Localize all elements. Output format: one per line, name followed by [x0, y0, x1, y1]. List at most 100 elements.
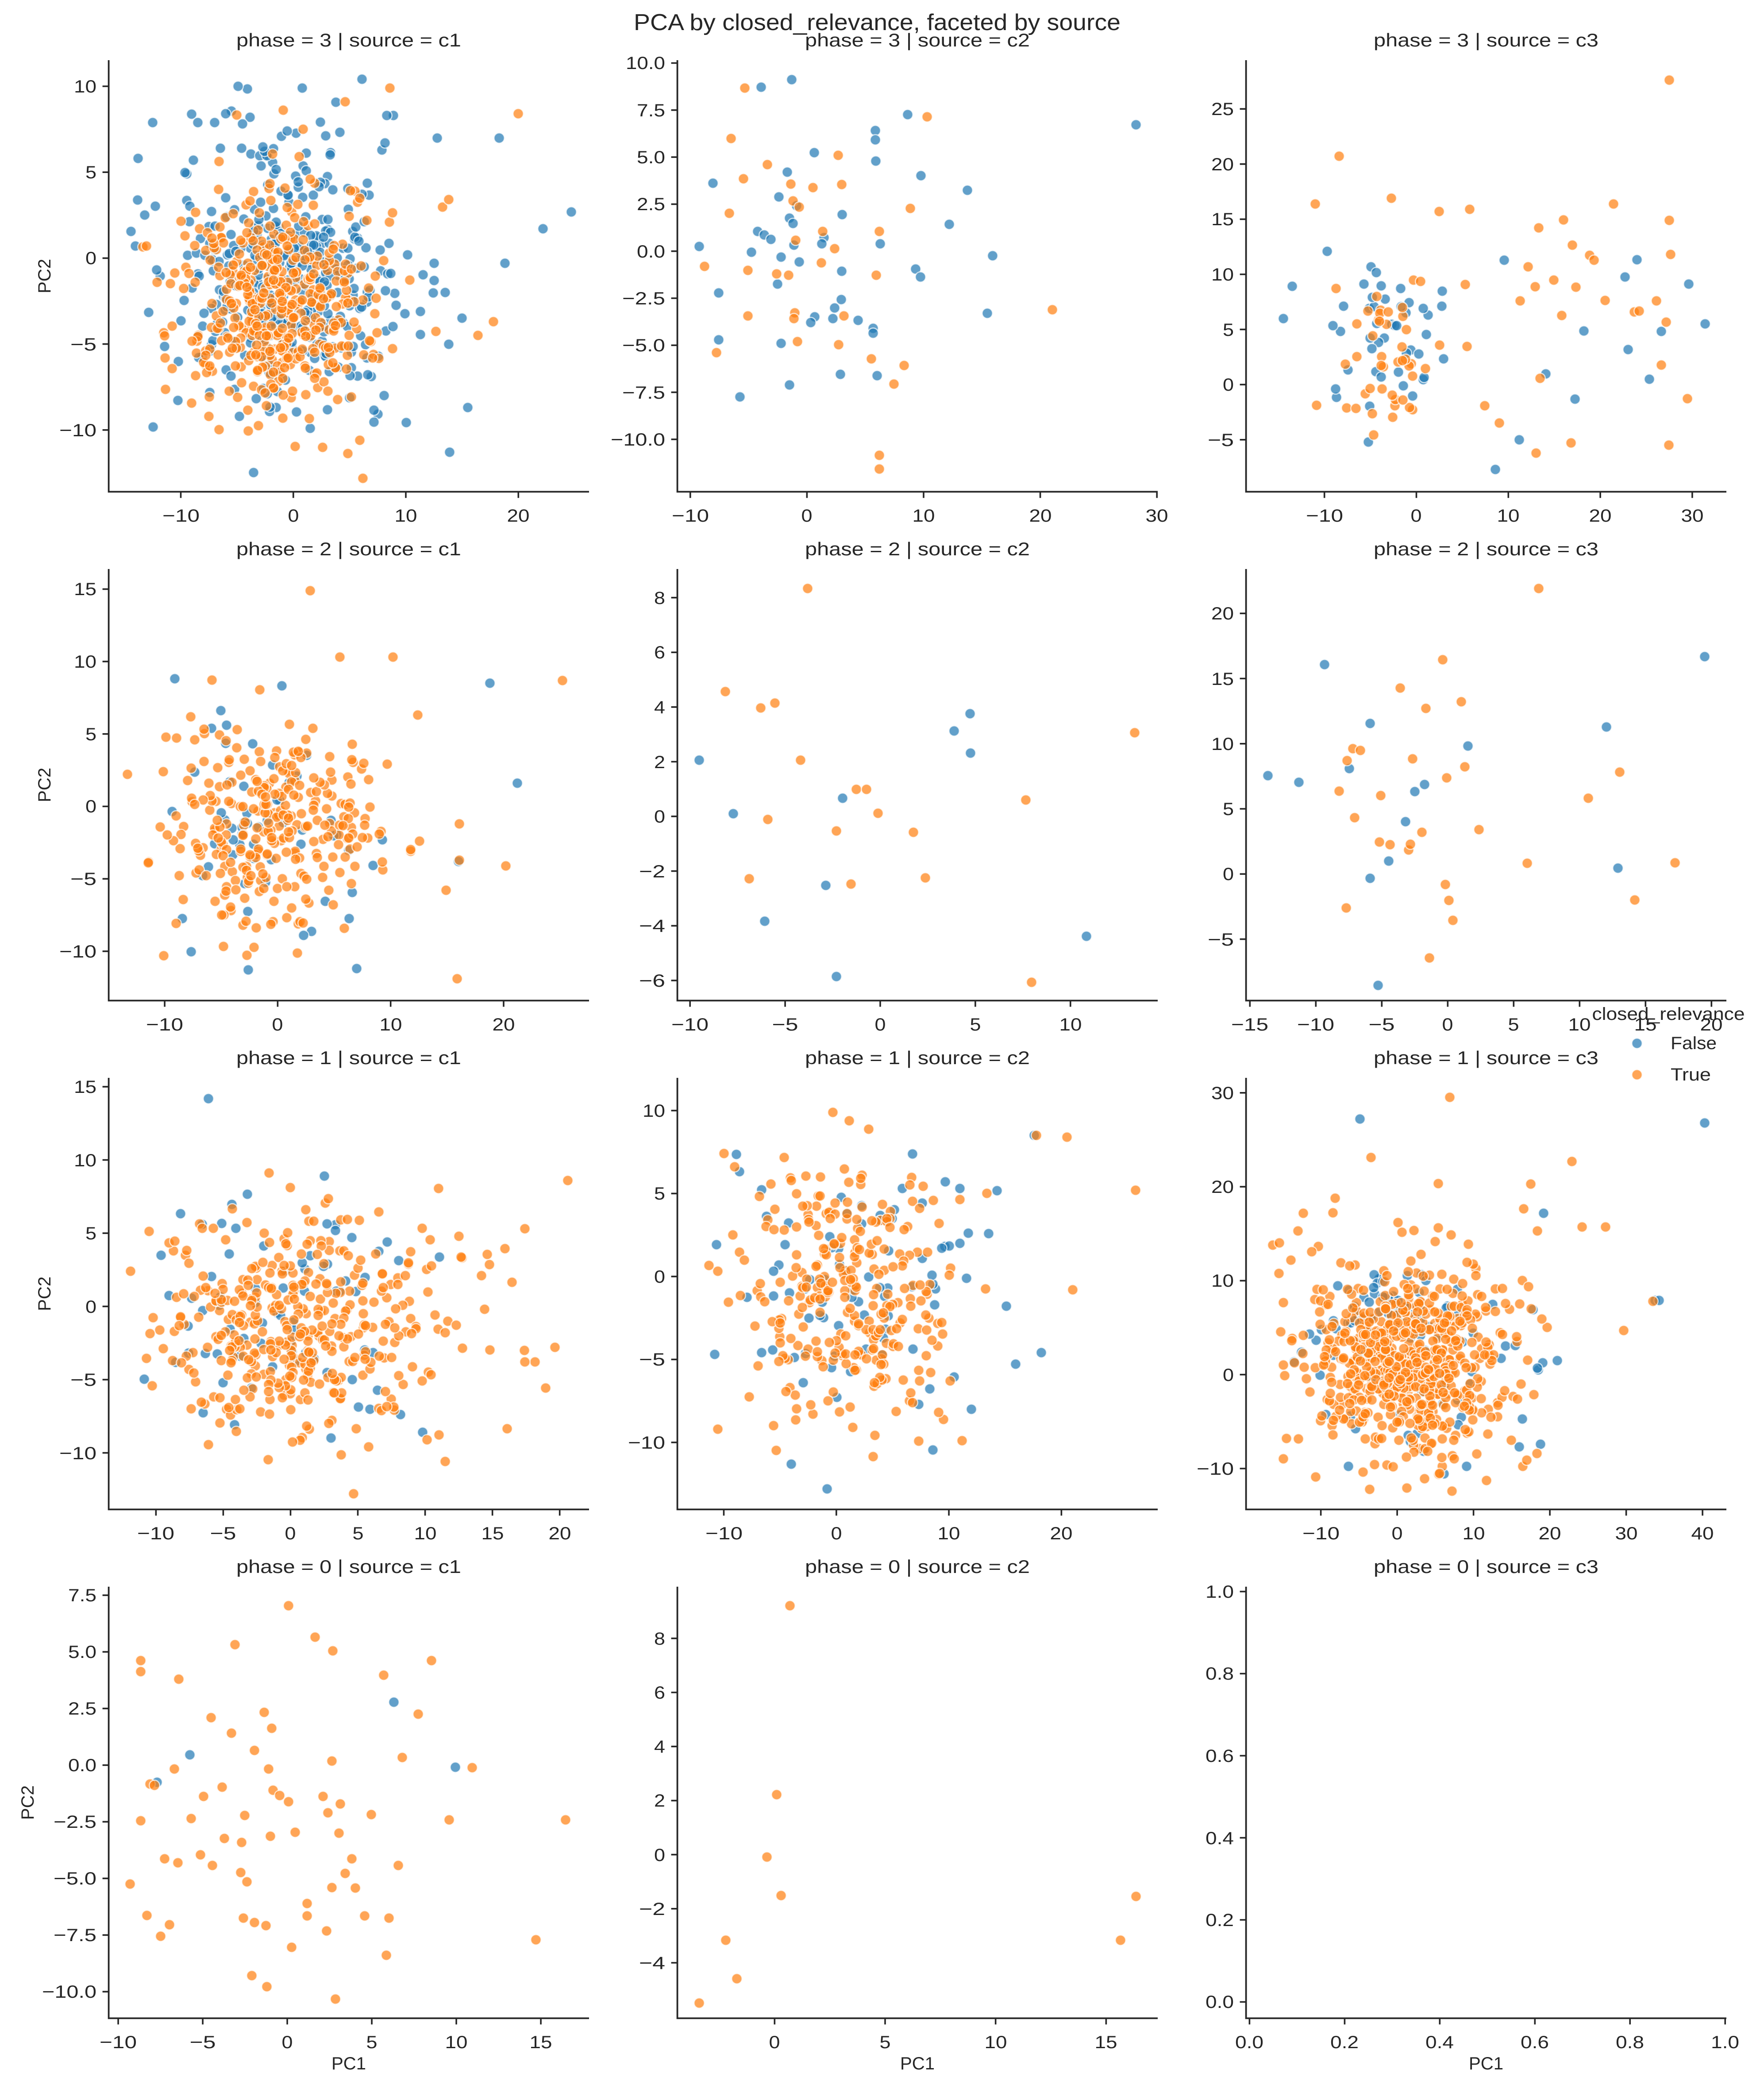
svg-text:15: 15: [481, 1524, 504, 1543]
svg-text:PCA by closed_relevance, facet: PCA by closed_relevance, faceted by sour…: [634, 10, 1121, 35]
svg-text:15: 15: [530, 2033, 552, 2052]
svg-text:−2: −2: [639, 862, 665, 881]
svg-text:15: 15: [1211, 210, 1234, 229]
svg-text:phase = 3 | source = c3: phase = 3 | source = c3: [1374, 30, 1598, 50]
svg-text:−5: −5: [1369, 1015, 1395, 1034]
svg-text:2.5: 2.5: [68, 1699, 96, 1719]
svg-text:−10: −10: [59, 942, 96, 961]
svg-text:2: 2: [654, 753, 665, 772]
svg-text:20: 20: [1029, 506, 1052, 526]
svg-text:−2: −2: [639, 1900, 665, 1919]
svg-text:−10: −10: [59, 421, 96, 440]
svg-text:−5: −5: [190, 2033, 216, 2052]
svg-text:20: 20: [1050, 1524, 1073, 1543]
svg-text:phase = 0 | source = c2: phase = 0 | source = c2: [805, 1556, 1030, 1577]
svg-text:−6: −6: [639, 971, 665, 991]
svg-text:PC1: PC1: [331, 2054, 366, 2073]
svg-text:2: 2: [654, 1791, 665, 1811]
svg-text:0.4: 0.4: [1425, 2033, 1454, 2052]
svg-text:0: 0: [875, 1015, 886, 1034]
svg-text:8: 8: [654, 1629, 665, 1649]
svg-text:0: 0: [1223, 865, 1234, 884]
svg-text:5: 5: [85, 163, 96, 182]
svg-text:0: 0: [282, 2033, 293, 2052]
svg-text:phase = 3 | source = c1: phase = 3 | source = c1: [236, 30, 461, 50]
svg-text:20: 20: [1211, 155, 1234, 174]
svg-text:0: 0: [1392, 1524, 1403, 1543]
svg-text:True: True: [1671, 1065, 1711, 1084]
svg-text:−10.0: −10.0: [42, 1982, 96, 2002]
svg-text:−10: −10: [137, 1524, 174, 1543]
svg-text:10: 10: [1211, 265, 1234, 285]
svg-text:−5: −5: [1208, 930, 1234, 950]
svg-text:−10: −10: [100, 2033, 137, 2052]
svg-text:0: 0: [1411, 506, 1422, 526]
svg-text:−5: −5: [70, 335, 96, 354]
svg-text:−10.0: −10.0: [611, 430, 665, 450]
svg-text:10: 10: [74, 652, 96, 672]
svg-text:PC2: PC2: [35, 1277, 54, 1311]
svg-text:0: 0: [85, 1297, 96, 1317]
svg-text:−5: −5: [70, 1370, 96, 1390]
svg-text:0: 0: [288, 506, 299, 526]
svg-text:10: 10: [74, 1151, 96, 1170]
svg-text:5: 5: [353, 1524, 364, 1543]
svg-text:10: 10: [643, 1101, 665, 1121]
svg-text:0.0: 0.0: [68, 1756, 96, 1775]
svg-text:0.0: 0.0: [1235, 2033, 1263, 2052]
svg-text:0.2: 0.2: [1206, 1911, 1234, 1930]
svg-text:phase = 0 | source = c3: phase = 0 | source = c3: [1374, 1556, 1598, 1577]
svg-text:30: 30: [1681, 506, 1704, 526]
svg-text:0.6: 0.6: [1521, 2033, 1549, 2052]
svg-text:10: 10: [395, 506, 417, 526]
svg-text:7.5: 7.5: [637, 101, 665, 120]
svg-text:−10: −10: [628, 1433, 665, 1453]
svg-text:8: 8: [654, 588, 665, 608]
svg-text:−5: −5: [772, 1015, 798, 1034]
svg-text:40: 40: [1691, 1524, 1714, 1543]
svg-text:10: 10: [380, 1015, 402, 1034]
svg-text:20: 20: [493, 1015, 515, 1034]
svg-text:15: 15: [1095, 2033, 1117, 2052]
svg-text:phase = 1 | source = c2: phase = 1 | source = c2: [805, 1047, 1030, 1068]
svg-text:5: 5: [1508, 1015, 1519, 1034]
svg-text:−10: −10: [1297, 1015, 1334, 1034]
svg-text:0: 0: [272, 1015, 283, 1034]
svg-text:phase = 2 | source = c2: phase = 2 | source = c2: [805, 538, 1030, 559]
svg-text:10.0: 10.0: [626, 54, 665, 73]
svg-text:−4: −4: [639, 916, 665, 936]
svg-text:0.8: 0.8: [1206, 1664, 1234, 1684]
svg-text:closed_relevance: closed_relevance: [1592, 1004, 1745, 1024]
svg-text:−5: −5: [70, 869, 96, 889]
svg-text:10: 10: [1463, 1524, 1485, 1543]
svg-text:30: 30: [1615, 1524, 1638, 1543]
svg-text:25: 25: [1211, 100, 1234, 119]
svg-text:6: 6: [654, 1683, 665, 1703]
svg-text:10: 10: [938, 1524, 960, 1543]
svg-text:−2.5: −2.5: [54, 1812, 96, 1832]
svg-text:−15: −15: [1231, 1015, 1268, 1034]
svg-text:phase = 2 | source = c3: phase = 2 | source = c3: [1374, 538, 1598, 559]
svg-text:−10: −10: [146, 1015, 183, 1034]
svg-text:phase = 1 | source = c3: phase = 1 | source = c3: [1374, 1047, 1598, 1068]
svg-text:6: 6: [654, 643, 665, 662]
svg-text:15: 15: [74, 1077, 96, 1097]
svg-text:30: 30: [1211, 1084, 1234, 1103]
svg-text:10: 10: [1497, 506, 1520, 526]
svg-text:0: 0: [85, 249, 96, 268]
svg-text:0: 0: [831, 1524, 842, 1543]
svg-text:10: 10: [414, 1524, 437, 1543]
svg-text:phase = 2 | source = c1: phase = 2 | source = c1: [236, 538, 461, 559]
svg-text:10: 10: [445, 2033, 468, 2052]
svg-text:phase = 1 | source = c1: phase = 1 | source = c1: [236, 1047, 461, 1068]
svg-text:1.0: 1.0: [1206, 1582, 1234, 1602]
svg-text:−10: −10: [162, 506, 200, 526]
svg-text:0.8: 0.8: [1616, 2033, 1644, 2052]
svg-text:−10: −10: [1302, 1524, 1340, 1543]
svg-text:0: 0: [1223, 375, 1234, 395]
svg-text:−10: −10: [671, 1015, 709, 1034]
svg-text:−10: −10: [59, 1444, 96, 1463]
svg-text:10: 10: [1568, 1015, 1591, 1034]
svg-text:0: 0: [1442, 1015, 1453, 1034]
svg-text:0: 0: [654, 1846, 665, 1865]
